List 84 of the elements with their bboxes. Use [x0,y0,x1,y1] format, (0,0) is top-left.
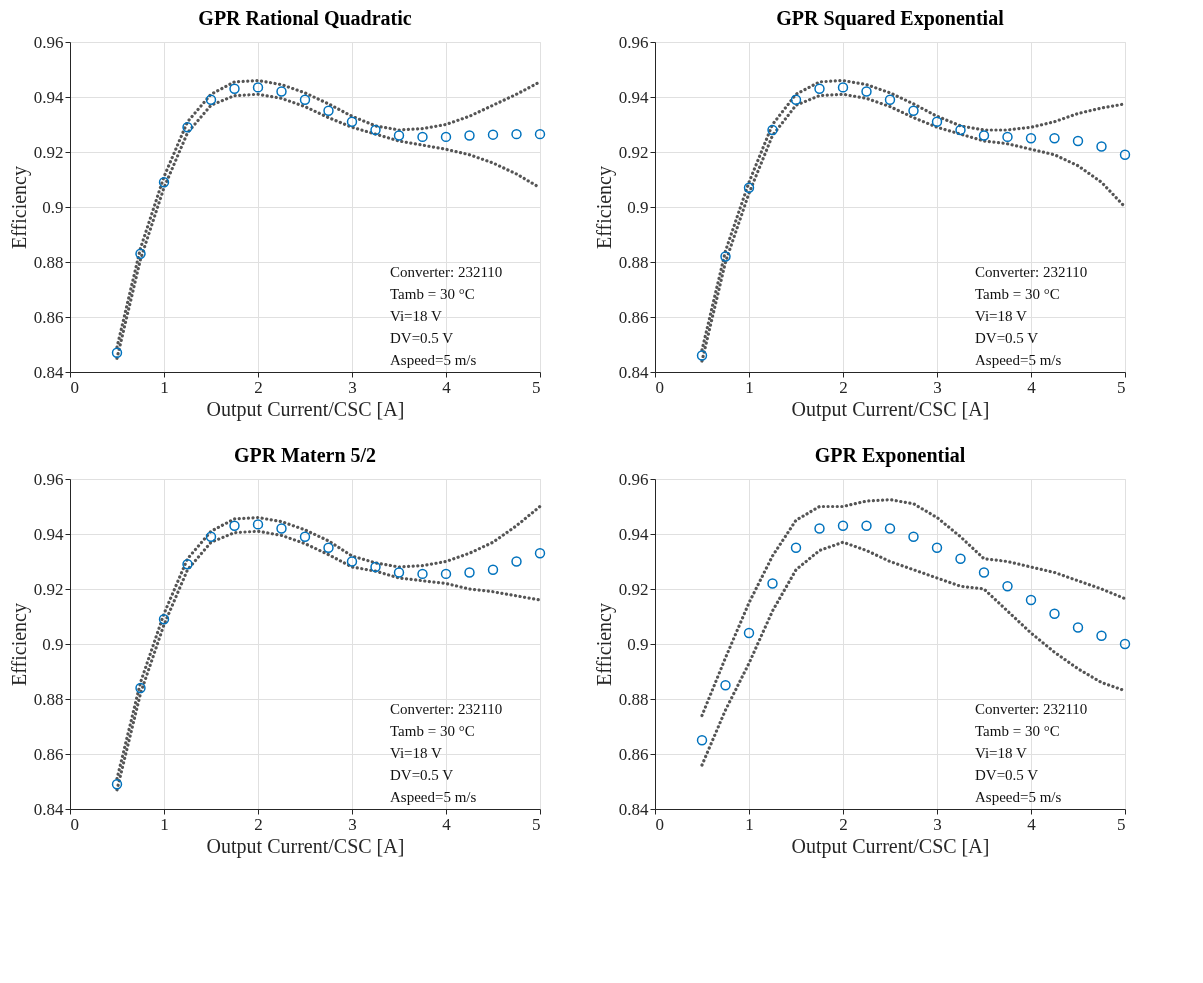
y-tick-label: 0.88 [33,252,64,272]
y-tick-label: 0.9 [627,634,649,654]
y-tick-label: 0.84 [618,362,649,382]
annotation: Converter: 232110 [975,701,1088,717]
annotation: Tamb = 30 °C [390,723,475,739]
annotation: Tamb = 30 °C [975,723,1060,739]
annotation: Aspeed=5 m/s [975,352,1062,368]
y-tick-label: 0.96 [618,469,649,489]
y-tick-label: 0.88 [618,252,649,272]
x-tick-label: 5 [532,377,541,397]
y-axis-title: Efficiency [592,603,616,686]
y-tick-label: 0.96 [618,32,649,52]
x-tick-label: 1 [160,814,169,834]
y-tick-label: 0.86 [618,307,649,327]
x-tick-label: 1 [745,814,754,834]
y-tick-label: 0.9 [42,634,64,654]
chart-title: GPR Matern 5/2 [233,444,377,466]
y-axis-title: Efficiency [7,166,31,249]
x-axis-title: Output Current/CSC [A] [206,834,405,858]
y-tick-label: 0.84 [618,799,649,819]
annotation: Converter: 232110 [390,701,503,717]
y-tick-label: 0.88 [618,689,649,709]
y-axis-title: Efficiency [7,603,31,686]
x-tick-label: 0 [655,814,664,834]
x-tick-label: 1 [160,377,169,397]
y-tick-label: 0.94 [33,524,64,544]
y-tick-label: 0.96 [33,32,64,52]
annotation: Converter: 232110 [975,264,1088,280]
y-tick-label: 0.94 [618,524,649,544]
x-tick-label: 1 [745,377,754,397]
x-tick-label: 2 [839,814,848,834]
x-tick-label: 2 [839,377,848,397]
y-tick-label: 0.86 [33,307,64,327]
annotation: DV=0.5 V [390,330,454,346]
x-tick-label: 4 [442,814,452,834]
y-tick-label: 0.92 [33,579,64,599]
annotation: Tamb = 30 °C [975,286,1060,302]
x-tick-label: 0 [70,377,79,397]
y-tick-label: 0.92 [33,142,64,162]
annotation: DV=0.5 V [975,330,1039,346]
annotation: DV=0.5 V [975,767,1039,783]
x-tick-label: 0 [655,377,664,397]
y-tick-label: 0.9 [627,197,649,217]
annotation: Aspeed=5 m/s [390,352,477,368]
x-tick-label: 3 [348,377,357,397]
x-axis-title: Output Current/CSC [A] [791,397,990,421]
annotation: Aspeed=5 m/s [975,789,1062,805]
x-tick-label: 5 [1117,377,1126,397]
annotation: Vi=18 V [975,745,1028,761]
y-tick-label: 0.88 [33,689,64,709]
chart-title: GPR Squared Exponential [776,7,1005,30]
y-tick-label: 0.84 [33,799,64,819]
x-tick-label: 2 [254,814,263,834]
x-axis-title: Output Current/CSC [A] [791,834,990,858]
x-tick-label: 5 [1117,814,1126,834]
x-tick-label: 0 [70,814,79,834]
x-tick-label: 4 [1027,377,1037,397]
annotation: Aspeed=5 m/s [390,789,477,805]
annotation: Vi=18 V [390,745,443,761]
x-tick-label: 3 [933,377,942,397]
y-tick-label: 0.86 [33,744,64,764]
chart-title: GPR Exponential [814,444,966,467]
y-tick-label: 0.84 [33,362,64,382]
y-tick-label: 0.9 [42,197,64,217]
x-tick-label: 2 [254,377,263,397]
y-tick-label: 0.92 [618,142,649,162]
y-tick-label: 0.94 [33,87,64,107]
annotation: Tamb = 30 °C [390,286,475,302]
annotation: Converter: 232110 [390,264,503,280]
y-tick-label: 0.86 [618,744,649,764]
x-tick-label: 3 [348,814,357,834]
y-axis-title: Efficiency [592,166,616,249]
annotation: Vi=18 V [390,308,443,324]
x-tick-label: 3 [933,814,942,834]
x-tick-label: 5 [532,814,541,834]
annotation: Vi=18 V [975,308,1028,324]
y-tick-label: 0.92 [618,579,649,599]
chart-title: GPR Rational Quadratic [198,7,412,29]
x-axis-title: Output Current/CSC [A] [206,397,405,421]
y-tick-label: 0.94 [618,87,649,107]
x-tick-label: 4 [1027,814,1037,834]
annotation: DV=0.5 V [390,767,454,783]
y-tick-label: 0.96 [33,469,64,489]
x-tick-label: 4 [442,377,452,397]
